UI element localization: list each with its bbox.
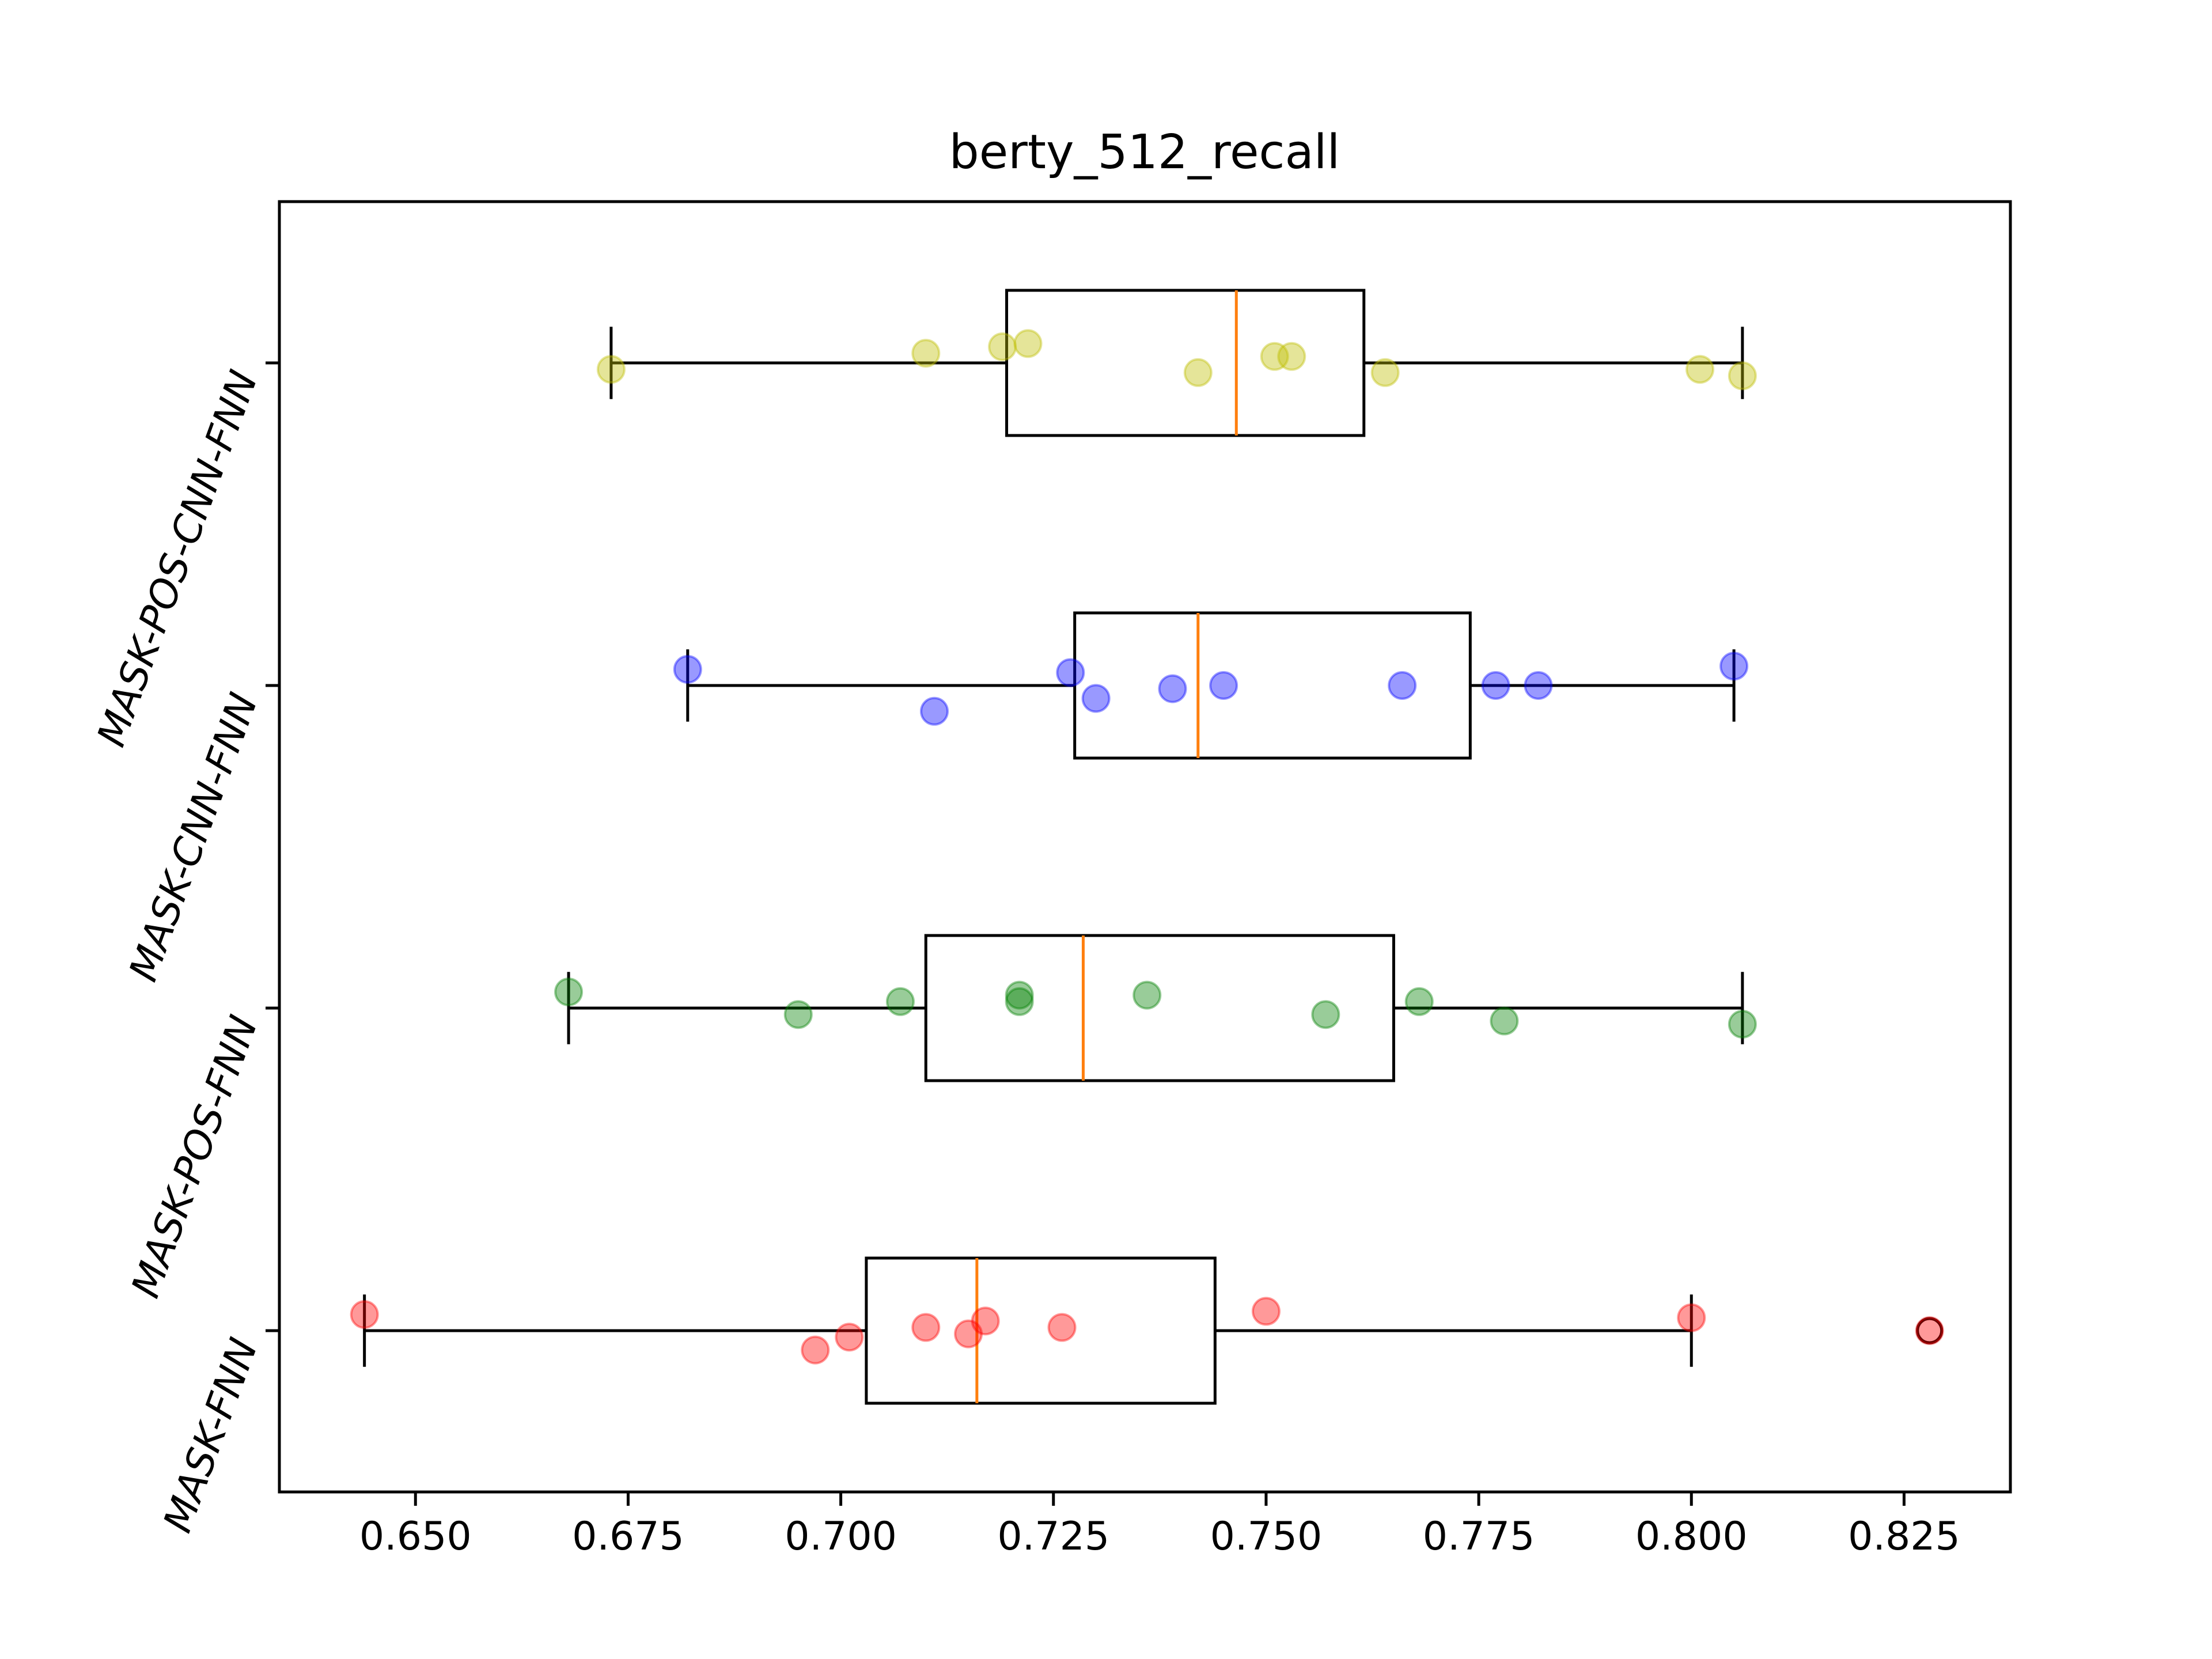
iqr-box <box>1005 289 1366 437</box>
x-axis: 0.650 0.675 0.700 0.725 0.750 0.775 0.800 0.825 <box>359 1492 1960 1559</box>
data-point <box>1404 987 1434 1016</box>
data-point <box>911 339 941 368</box>
data-point <box>673 655 702 684</box>
data-point <box>1005 980 1034 1010</box>
x-tick-label: 0.800 <box>1635 1514 1748 1559</box>
data-point <box>1728 1010 1757 1039</box>
data-point <box>596 355 626 384</box>
data-point <box>920 696 949 726</box>
chart-title: berty_512_recall <box>949 125 1340 180</box>
x-tick-label: 0.725 <box>997 1514 1109 1559</box>
box-group-mask-pos-cnn-fnn <box>596 289 1757 437</box>
data-point <box>1685 355 1715 384</box>
data-point <box>1915 1316 1944 1345</box>
data-point <box>911 1313 941 1342</box>
data-point <box>971 1306 1000 1336</box>
data-point <box>1251 1297 1281 1326</box>
data-point <box>1260 342 1289 371</box>
data-point <box>350 1300 379 1329</box>
x-tick-label: 0.775 <box>1423 1514 1535 1559</box>
box-group-mask-fnn <box>350 1256 1944 1405</box>
data-point <box>1081 684 1111 713</box>
data-point <box>954 1319 983 1349</box>
data-point <box>554 978 584 1006</box>
data-point <box>1490 1006 1519 1036</box>
data-point <box>1158 674 1187 703</box>
plot-area <box>350 289 1944 1405</box>
data-point <box>885 987 915 1016</box>
data-point <box>1719 652 1749 681</box>
data-point <box>1524 671 1553 700</box>
iqr-box <box>1073 611 1472 760</box>
x-tick-label: 0.700 <box>785 1514 897 1559</box>
data-point <box>1370 358 1400 387</box>
box-group-mask-pos-fnn <box>554 934 1757 1082</box>
data-point <box>1047 1313 1077 1342</box>
data-point <box>1481 671 1510 700</box>
x-tick-label: 0.750 <box>1210 1514 1323 1559</box>
data-point <box>1209 671 1238 700</box>
outlier-marker <box>1916 1317 1944 1344</box>
data-point <box>1311 1000 1340 1029</box>
data-point <box>1388 671 1417 700</box>
data-point <box>1677 1303 1706 1332</box>
data-point <box>1728 361 1757 391</box>
x-tick-label: 0.825 <box>1848 1514 1960 1559</box>
data-point <box>1013 329 1043 358</box>
x-tick-label: 0.650 <box>359 1514 472 1559</box>
data-point <box>1183 358 1213 387</box>
data-point <box>801 1335 830 1365</box>
iqr-box <box>865 1256 1217 1405</box>
data-point <box>1056 658 1085 687</box>
axes-frame <box>278 200 2012 1494</box>
data-point <box>1005 987 1034 1016</box>
box-group-mask-cnn-fnn <box>673 611 1749 760</box>
iqr-box <box>924 934 1395 1082</box>
data-point <box>835 1323 864 1352</box>
x-tick-label: 0.675 <box>572 1514 684 1559</box>
data-point <box>783 1000 813 1029</box>
data-point <box>1277 342 1306 371</box>
data-point <box>1132 980 1162 1010</box>
data-point <box>988 332 1017 361</box>
